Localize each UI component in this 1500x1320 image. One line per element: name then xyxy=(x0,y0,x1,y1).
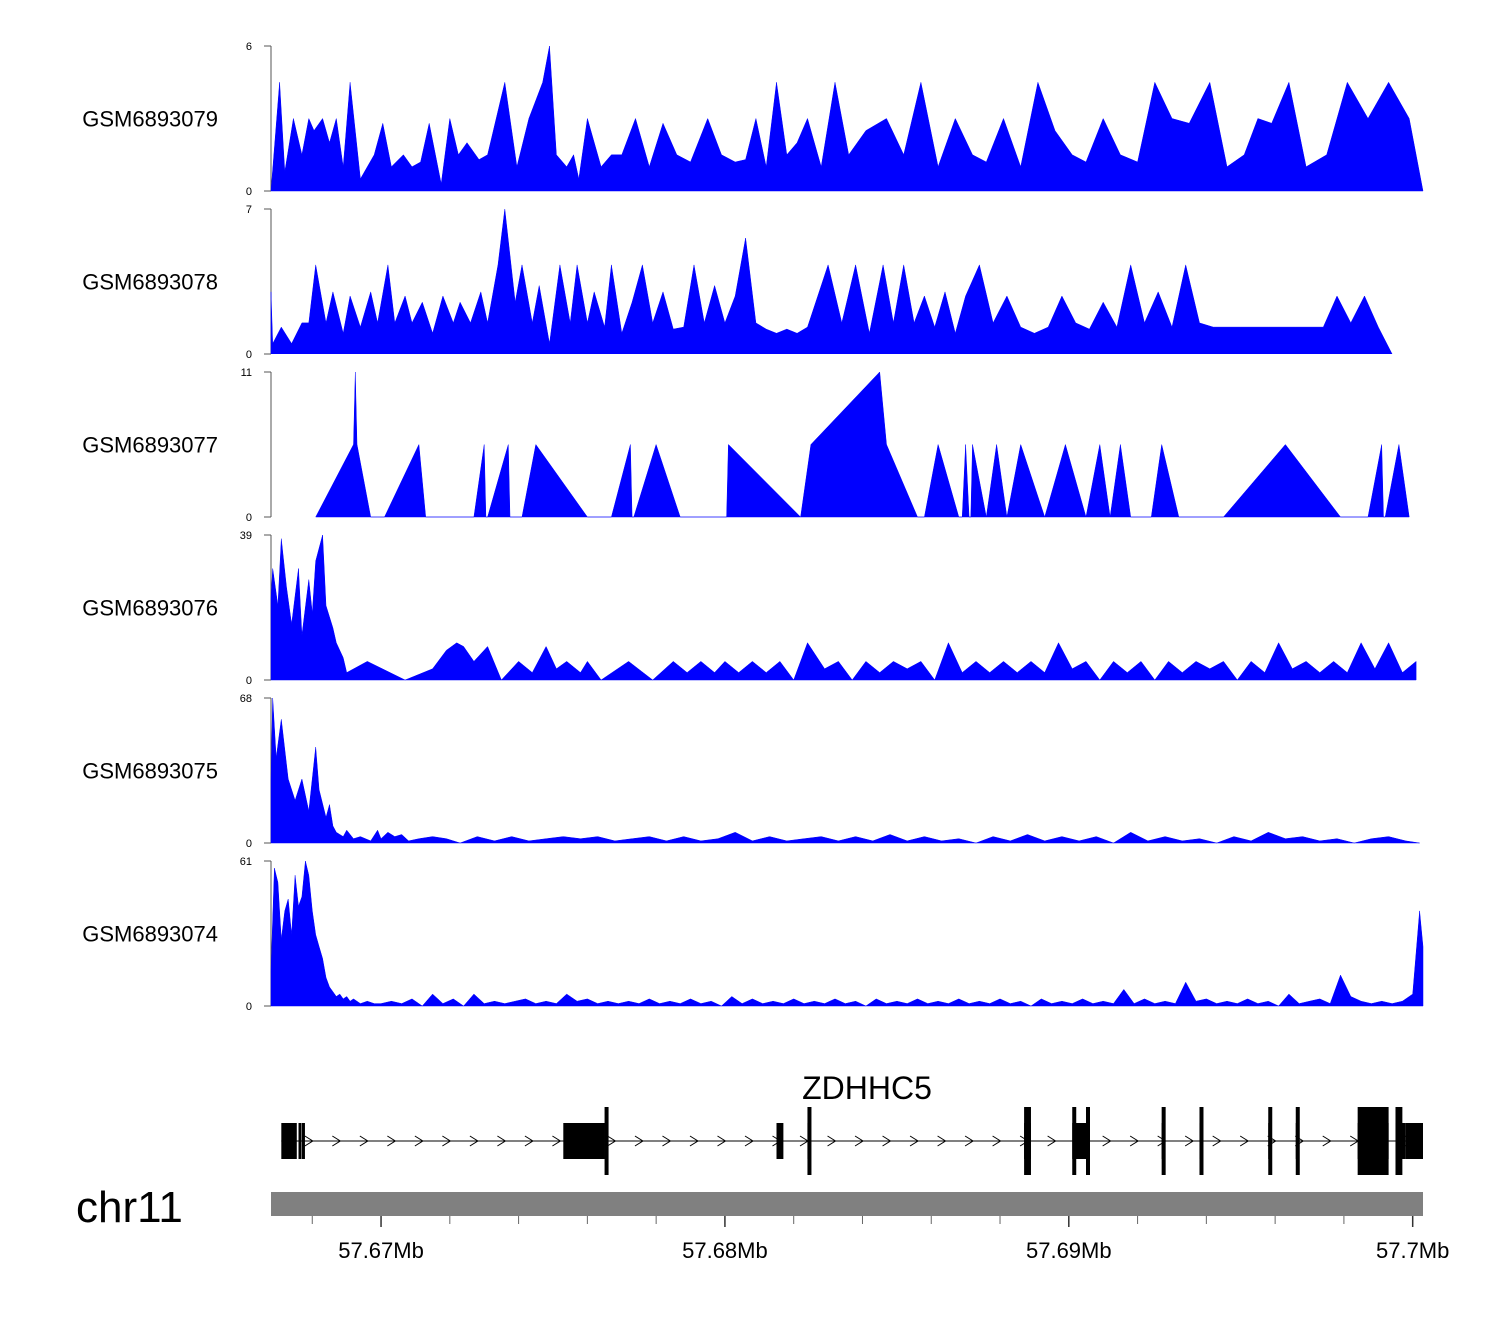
coding-exon-block xyxy=(1295,1107,1300,1175)
strand-arrow xyxy=(524,1135,534,1147)
chromosome-label: chr11 xyxy=(76,1183,183,1232)
strand-arrow xyxy=(1047,1135,1057,1147)
coding-exon-block xyxy=(604,1107,609,1175)
strand-arrow xyxy=(717,1135,727,1147)
coding-exon-block xyxy=(1072,1107,1077,1175)
y-max-label: 7 xyxy=(246,204,252,216)
coverage-area xyxy=(270,534,1417,681)
track-GSM6893074: GSM6893074 61 0 xyxy=(82,856,1424,1013)
coding-exon-block xyxy=(1024,1107,1031,1175)
y-min-label: 0 xyxy=(246,838,252,850)
track-GSM6893077: GSM6893077 11 0 xyxy=(82,367,1410,524)
strand-arrow xyxy=(387,1135,397,1147)
coverage-area xyxy=(270,45,1424,192)
track-label: GSM6893077 xyxy=(82,433,218,458)
track-GSM6893076: GSM6893076 39 0 xyxy=(82,530,1417,687)
track-GSM6893075: GSM6893075 68 0 xyxy=(82,693,1420,850)
exon-block xyxy=(563,1123,605,1159)
track-label: GSM6893075 xyxy=(82,759,218,784)
strand-arrow xyxy=(744,1135,754,1147)
coverage-tracks: GSM689307960GSM689307870GSM6893077110GSM… xyxy=(82,41,1424,1013)
strand-arrow xyxy=(827,1135,837,1147)
track-label: GSM6893078 xyxy=(82,270,218,295)
strand-arrow xyxy=(304,1135,314,1147)
y-min-label: 0 xyxy=(246,186,252,198)
strand-arrow xyxy=(634,1135,644,1147)
exon-block xyxy=(1405,1123,1423,1159)
strand-arrow xyxy=(964,1135,975,1147)
strand-arrow xyxy=(469,1135,479,1147)
y-max-label: 6 xyxy=(246,41,252,53)
coding-exon-block xyxy=(1085,1107,1090,1175)
track-label: GSM6893074 xyxy=(82,922,218,947)
coverage-area xyxy=(270,697,1420,844)
gene-model-track: ZDHHC5 xyxy=(281,1070,1423,1175)
track-GSM6893078: GSM6893078 7 0 xyxy=(82,204,1393,361)
axis-tick-label: 57.68Mb xyxy=(682,1238,768,1263)
y-min-label: 0 xyxy=(246,1001,252,1013)
coverage-area xyxy=(270,208,1393,355)
coverage-area xyxy=(270,860,1424,1007)
strand-arrow xyxy=(552,1135,562,1147)
strand-arrow xyxy=(607,1135,617,1147)
genome-axis-track: chr11 57.67Mb 57.68Mb 57.69Mb 57.7Mb xyxy=(76,1183,1449,1263)
strand-arrow xyxy=(1239,1135,1250,1147)
strand-arrow xyxy=(1322,1135,1332,1147)
strand-arrow xyxy=(359,1135,369,1147)
y-max-label: 11 xyxy=(241,367,252,379)
strand-arrow xyxy=(1212,1135,1222,1147)
strand-arrow xyxy=(689,1135,699,1147)
coding-exon-block xyxy=(1161,1107,1166,1175)
exon-block xyxy=(1079,1123,1086,1159)
exon-block xyxy=(776,1123,784,1159)
track-label: GSM6893076 xyxy=(82,596,218,621)
coding-exon-block xyxy=(1268,1107,1273,1175)
strand-arrow xyxy=(1184,1135,1195,1147)
axis-tick-label: 57.7Mb xyxy=(1376,1238,1449,1263)
strand-arrow xyxy=(909,1135,920,1147)
exon-block xyxy=(288,1123,297,1159)
y-min-label: 0 xyxy=(246,512,252,524)
exon-block xyxy=(301,1123,305,1159)
y-max-label: 68 xyxy=(240,693,252,705)
axis-tick-label: 57.69Mb xyxy=(1026,1238,1112,1263)
y-max-label: 39 xyxy=(240,530,252,542)
track-label: GSM6893079 xyxy=(82,107,218,132)
strand-arrow xyxy=(332,1135,342,1147)
exon-block xyxy=(298,1123,302,1159)
y-min-label: 0 xyxy=(246,349,252,361)
strand-arrow xyxy=(882,1135,892,1147)
strand-arrow xyxy=(992,1135,1002,1147)
strand-arrow xyxy=(854,1135,864,1147)
coding-exon-block xyxy=(1199,1107,1204,1175)
strand-arrow xyxy=(937,1135,947,1147)
gene-name-label: ZDHHC5 xyxy=(802,1070,932,1106)
strand-arrow xyxy=(497,1135,507,1147)
coverage-area xyxy=(315,371,1410,518)
strand-arrow xyxy=(1129,1135,1140,1147)
axis-tick-label: 57.67Mb xyxy=(338,1238,424,1263)
coding-exon-block xyxy=(1357,1107,1389,1175)
coding-exon-block xyxy=(1395,1107,1403,1175)
strand-arrow xyxy=(662,1135,672,1147)
strand-arrow xyxy=(442,1135,452,1147)
y-min-label: 0 xyxy=(246,675,252,687)
strand-arrow xyxy=(1102,1135,1112,1147)
y-max-label: 61 xyxy=(240,856,252,868)
chromosome-bar xyxy=(271,1192,1423,1216)
strand-arrow xyxy=(414,1135,424,1147)
track-GSM6893079: GSM6893079 6 0 xyxy=(82,41,1424,198)
coding-exon-block xyxy=(807,1107,812,1175)
